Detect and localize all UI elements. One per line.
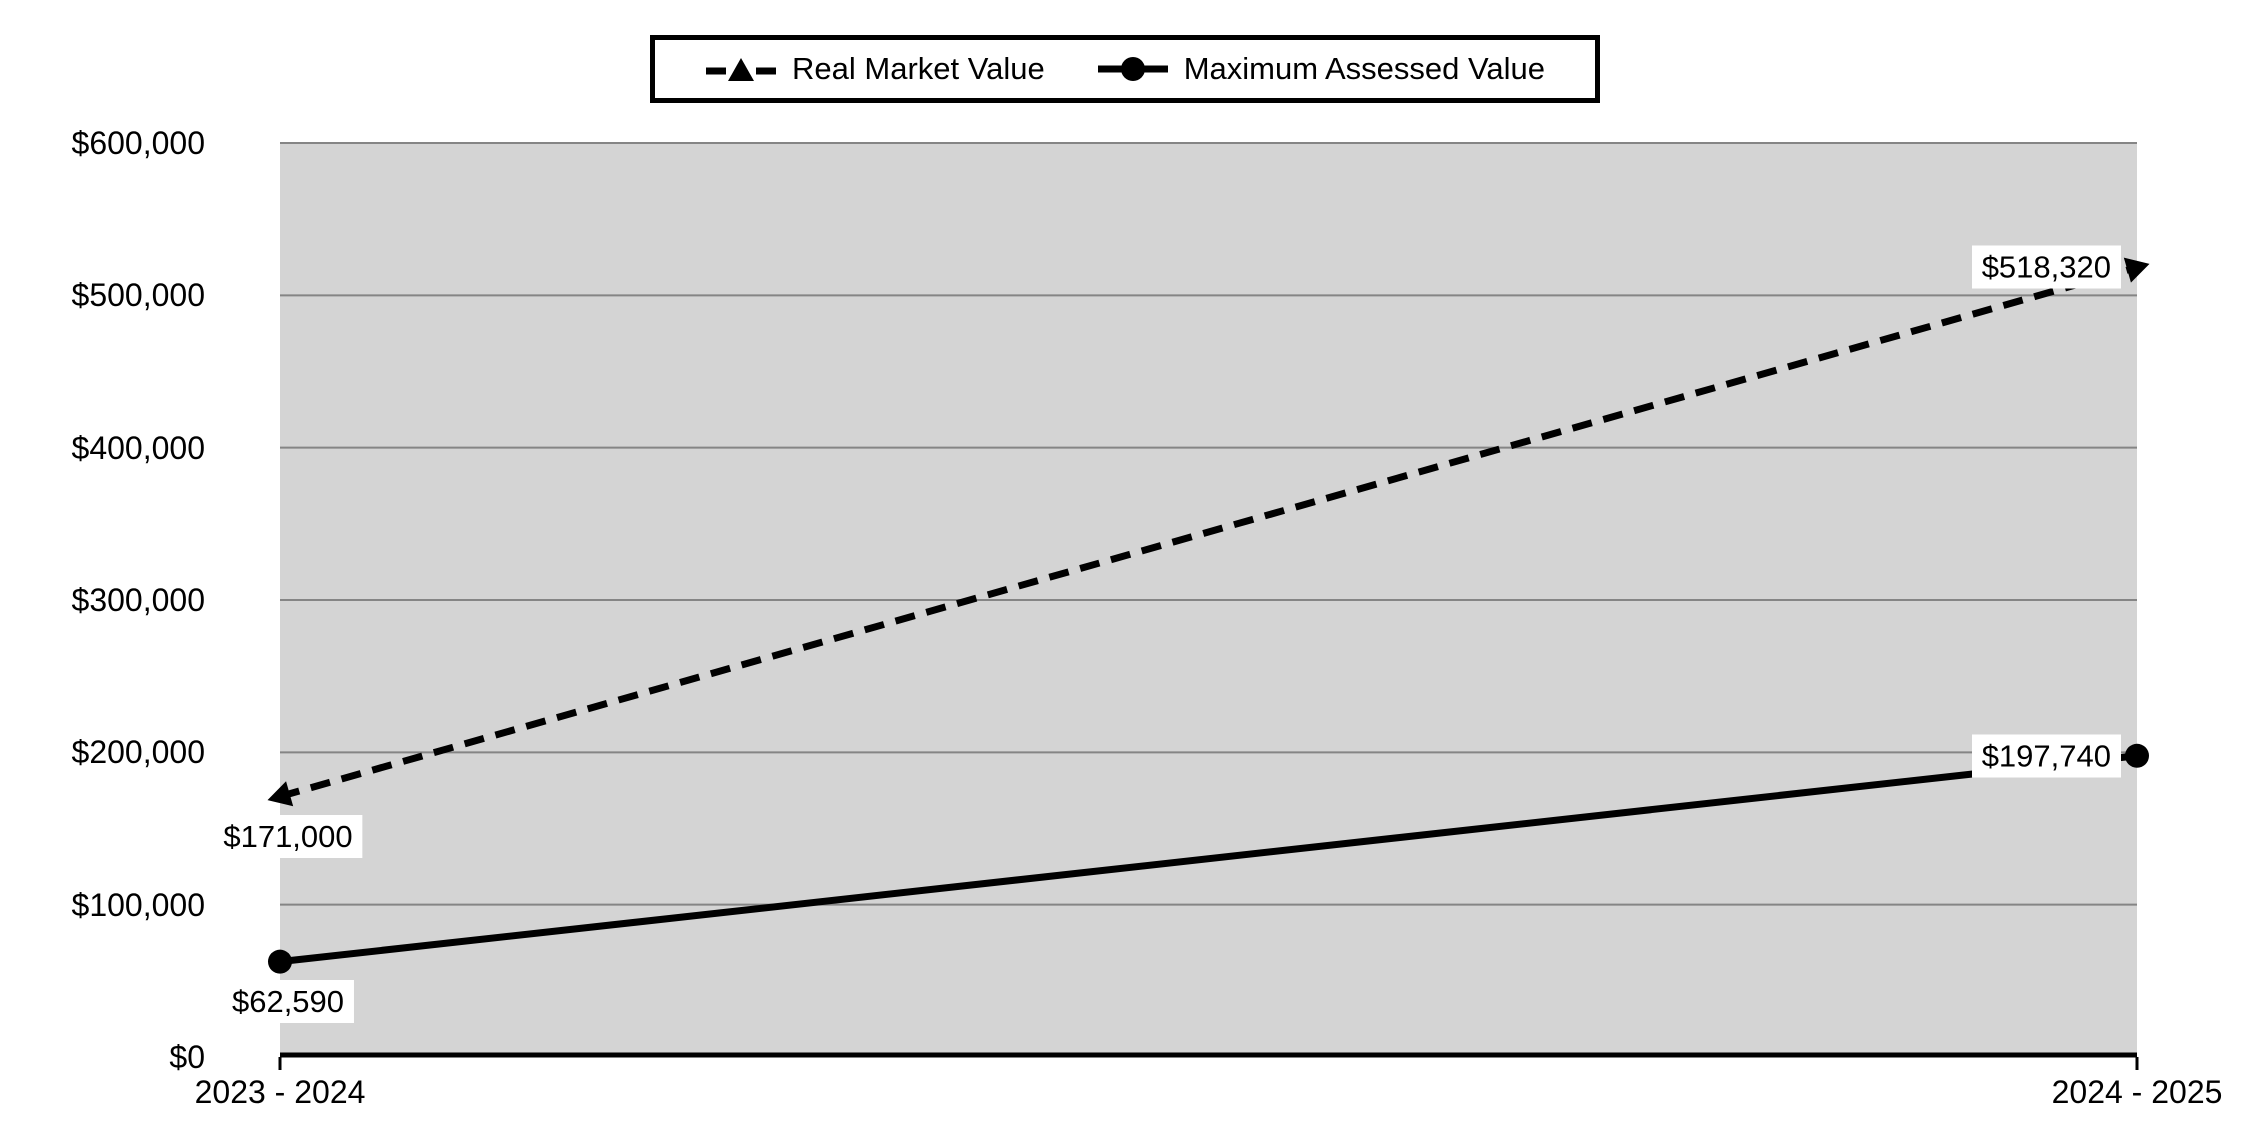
legend-label-real-market-value: Real Market Value <box>792 51 1045 86</box>
chart-legend: Real Market Value Maximum Assessed Value <box>650 35 1600 103</box>
series-line-0 <box>279 264 2138 800</box>
y-tick-label: $100,000 <box>71 886 205 923</box>
y-tick-label: $300,000 <box>71 582 205 618</box>
x-tick-label: 2023 - 2024 <box>194 1074 366 1110</box>
circle-marker <box>2125 743 2149 768</box>
data-label: $197,740 <box>1971 734 2121 778</box>
legend-item-real-market-value: Real Market Value <box>705 51 1045 87</box>
y-tick-label: $200,000 <box>71 734 205 771</box>
triangle-marker <box>2123 257 2150 283</box>
triangle-marker <box>267 781 294 807</box>
data-label: $518,320 <box>1971 245 2121 289</box>
dashed-line-triangle-marker-icon <box>706 58 777 81</box>
legend-item-maximum-assessed-value: Maximum Assessed Value <box>1097 51 1545 87</box>
y-tick-label: $600,000 <box>71 125 205 161</box>
data-label: $171,000 <box>213 814 363 858</box>
y-tick-label: $500,000 <box>71 277 205 314</box>
plot-area <box>267 142 2150 1070</box>
legend-label-maximum-assessed-value: Maximum Assessed Value <box>1183 51 1545 86</box>
plot-drawing <box>267 142 2150 1070</box>
series-line-1 <box>279 752 2138 966</box>
x-tick-label: 2024 - 2025 <box>2051 1074 2223 1110</box>
circle-marker <box>268 949 292 974</box>
solid-line-circle-marker-icon <box>1097 57 1168 81</box>
y-tick-label: $0 <box>169 1039 205 1075</box>
y-tick-label: $400,000 <box>71 429 205 466</box>
data-label: $62,590 <box>221 979 355 1023</box>
